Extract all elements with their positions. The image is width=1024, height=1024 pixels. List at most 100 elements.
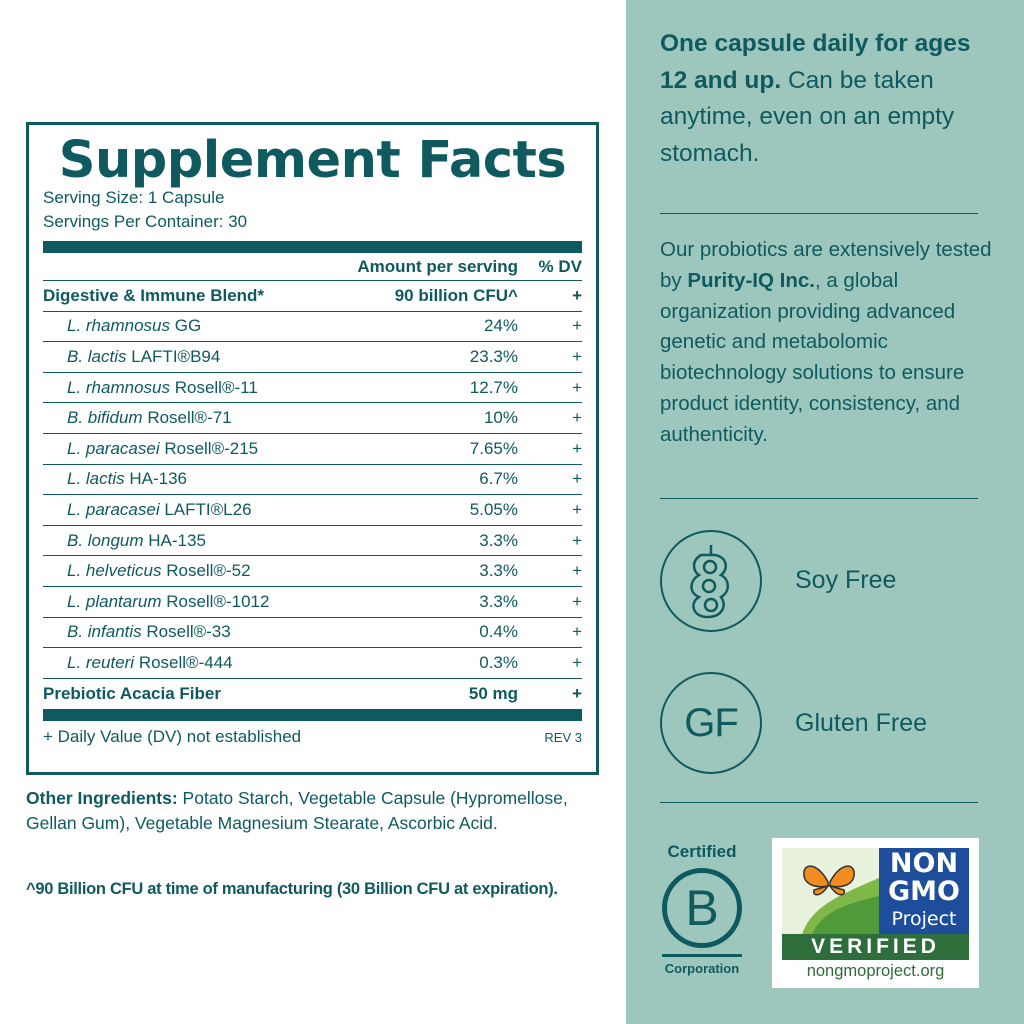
ngmo-verified-text: VERIFIED bbox=[782, 934, 969, 960]
bcorp-letter: B bbox=[685, 880, 719, 936]
ingredient-name: B. infantis Rosell®-33 bbox=[43, 622, 362, 642]
ingredient-name: L. paracasei Rosell®-215 bbox=[43, 439, 362, 459]
strain-species: L. paracasei bbox=[67, 499, 160, 519]
divider bbox=[660, 213, 978, 214]
table-row: L. reuteri Rosell®-444 0.3% + bbox=[43, 648, 582, 679]
strain-code: Rosell®-444 bbox=[134, 652, 233, 672]
bcorp-corporation-text: Corporation bbox=[664, 961, 740, 976]
strain-code: Rosell®-11 bbox=[170, 377, 258, 397]
testing-text-a: Our probiotics are extensively tested by bbox=[660, 238, 992, 292]
ngmo-line-1: NON bbox=[889, 848, 959, 879]
strain-species: L. rhamnosus bbox=[67, 316, 170, 336]
ingredient-name: L. plantarum Rosell®-1012 bbox=[43, 592, 362, 612]
table-row: L. paracasei Rosell®-215 7.65% + bbox=[43, 434, 582, 465]
strain-code: Rosell®-1012 bbox=[161, 591, 270, 611]
ingredient-name: L. rhamnosus GG bbox=[43, 316, 362, 336]
testing-text-b: , a global organization providing advanc… bbox=[660, 268, 965, 446]
amount-value: 3.3% bbox=[479, 591, 518, 611]
facts-footnote-row: + Daily Value (DV) not established REV 3 bbox=[43, 721, 582, 753]
dv-value: + bbox=[572, 377, 582, 397]
facts-rows: Digestive & Immune Blend* 90 billion CFU^… bbox=[43, 281, 582, 709]
revision-label: REV 3 bbox=[544, 729, 582, 745]
dv-value: + bbox=[572, 346, 582, 366]
divider bbox=[660, 498, 978, 499]
supplement-facts-panel: Supplement Facts Serving Size: 1 Capsule… bbox=[26, 122, 599, 775]
dv-value: + bbox=[572, 561, 582, 581]
amount-value: 12.7% bbox=[469, 377, 518, 397]
strain-species: B. infantis bbox=[67, 622, 142, 642]
dv-value: + bbox=[572, 499, 582, 519]
divider-bar-top bbox=[43, 241, 582, 253]
bcorp-certified-text: Certified bbox=[667, 842, 737, 861]
ingredient-name: L. paracasei LAFTI®L26 bbox=[43, 500, 362, 520]
strain-species: L. helveticus bbox=[67, 561, 162, 581]
ingredient-name: B. bifidum Rosell®-71 bbox=[43, 408, 362, 428]
strain-species: B. bifidum bbox=[67, 408, 143, 428]
table-row: L. paracasei LAFTI®L26 5.05% + bbox=[43, 495, 582, 526]
amount-value: 0.4% bbox=[479, 622, 518, 642]
amount-value: 6.7% bbox=[479, 469, 518, 489]
amount-value: 5.05% bbox=[469, 499, 518, 519]
table-row: B. lactis LAFTI®B94 23.3% + bbox=[43, 342, 582, 373]
certified-b-corp-logo: Certified B Corporation bbox=[658, 842, 746, 976]
amount-value: 24% bbox=[483, 316, 518, 336]
amount-value: 23.3% bbox=[469, 346, 518, 366]
dv-value: + bbox=[572, 684, 582, 704]
strain-code: HA-136 bbox=[124, 469, 188, 489]
header-dv: % DV bbox=[538, 256, 582, 276]
amount-value: 50 mg bbox=[468, 684, 518, 704]
ngmo-line-2: GMO bbox=[888, 876, 960, 907]
table-row: B. longum HA-135 3.3% + bbox=[43, 526, 582, 557]
ingredient-name: B. lactis LAFTI®B94 bbox=[43, 347, 362, 367]
dv-value: + bbox=[572, 622, 582, 642]
ingredient-name: Prebiotic Acacia Fiber bbox=[43, 684, 221, 704]
amount-value: 10% bbox=[483, 408, 518, 428]
cfu-note: ^90 Billion CFU at time of manufacturing… bbox=[26, 880, 558, 898]
table-row: B. infantis Rosell®-33 0.4% + bbox=[43, 618, 582, 649]
other-ingredients-label: Other Ingredients: bbox=[26, 788, 178, 808]
strain-code: HA-135 bbox=[143, 530, 206, 550]
divider-bar-bottom bbox=[43, 709, 582, 722]
soy-free-label: Soy Free bbox=[795, 566, 897, 594]
gf-badge-text: GF bbox=[684, 700, 739, 745]
info-panel: One capsule daily for ages 12 and up. Ca… bbox=[626, 0, 1024, 1024]
ingredient-name: L. reuteri Rosell®-444 bbox=[43, 653, 362, 673]
strain-code: LAFTI®B94 bbox=[126, 346, 221, 366]
dosage-statement: One capsule daily for ages 12 and up. Ca… bbox=[660, 26, 990, 172]
strain-species: L. reuteri bbox=[67, 652, 135, 672]
header-amount: Amount per serving bbox=[357, 256, 518, 276]
amount-value: 90 billion CFU^ bbox=[394, 285, 518, 305]
bcorp-b-icon: B bbox=[662, 868, 742, 948]
ngmo-line-3: Project bbox=[891, 908, 957, 930]
soy-free-badge bbox=[660, 530, 762, 632]
strain-species: L. plantarum bbox=[67, 591, 162, 611]
bcorp-rule bbox=[662, 954, 742, 957]
testing-company: Purity-IQ Inc. bbox=[687, 268, 815, 292]
strain-species: B. longum bbox=[67, 530, 144, 550]
amount-value: 0.3% bbox=[479, 652, 518, 672]
facts-title: Supplement Facts bbox=[58, 131, 567, 190]
dv-value: + bbox=[572, 316, 582, 336]
strain-code: Rosell®-52 bbox=[161, 561, 251, 581]
strain-species: L. rhamnosus bbox=[67, 377, 170, 397]
amount-value: 3.3% bbox=[479, 530, 518, 550]
ingredient-name: Digestive & Immune Blend* bbox=[43, 285, 265, 305]
divider bbox=[660, 802, 978, 803]
amount-value: 7.65% bbox=[469, 438, 518, 458]
serving-size: Serving Size: 1 Capsule bbox=[43, 188, 225, 207]
table-row: L. plantarum Rosell®-1012 3.3% + bbox=[43, 587, 582, 618]
table-row: L. rhamnosus Rosell®-11 12.7% + bbox=[43, 373, 582, 404]
ingredient-name: L. helveticus Rosell®-52 bbox=[43, 561, 362, 581]
butterfly-icon bbox=[782, 848, 879, 934]
table-row: Prebiotic Acacia Fiber 50 mg + bbox=[43, 679, 582, 710]
dv-value: + bbox=[572, 652, 582, 672]
non-gmo-verified-logo: NON GMO Project VERIFIED nongmoproject.o… bbox=[772, 838, 979, 988]
table-row: Digestive & Immune Blend* 90 billion CFU^… bbox=[43, 281, 582, 312]
testing-statement: Our probiotics are extensively tested by… bbox=[660, 235, 1000, 451]
ingredient-name: L. rhamnosus Rosell®-11 bbox=[43, 378, 362, 398]
strain-code: LAFTI®L26 bbox=[159, 499, 252, 519]
facts-header-row: Amount per serving % DV bbox=[43, 253, 582, 281]
dosage-bold: One capsule daily for ages 12 and up. bbox=[660, 30, 971, 94]
ngmo-url: nongmoproject.org bbox=[806, 962, 945, 980]
strain-code: Rosell®-33 bbox=[141, 622, 231, 642]
